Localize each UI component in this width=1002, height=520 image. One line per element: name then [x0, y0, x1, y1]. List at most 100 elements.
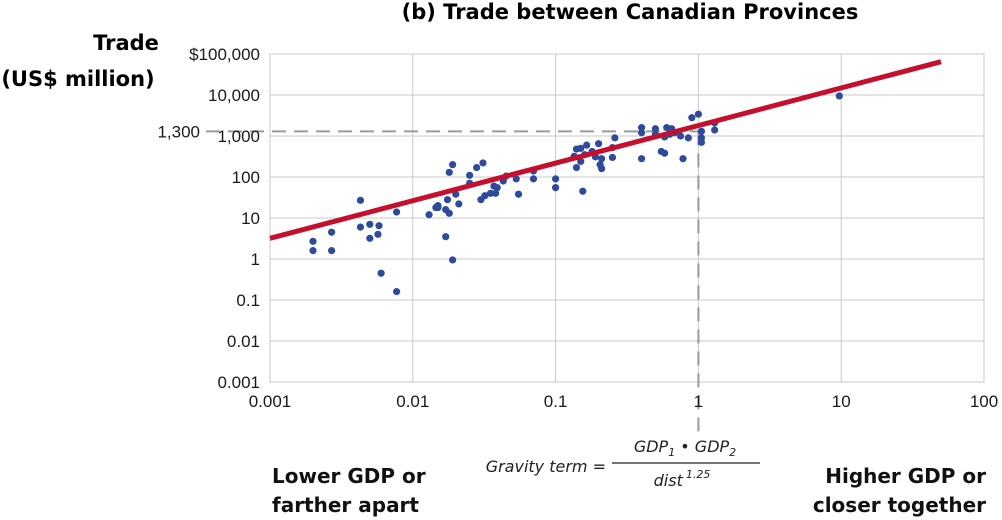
formula-den-exp: 1.25 [686, 468, 711, 481]
data-point [356, 196, 365, 204]
data-point [481, 192, 489, 200]
data-point [356, 223, 365, 231]
data-point [697, 127, 706, 135]
gravity-formula: Gravity term = GDP1 • GDP2 dist 1.25 [486, 437, 760, 490]
data-point [579, 187, 587, 195]
data-point [434, 202, 442, 210]
x-tick-label: 0.001 [249, 392, 292, 411]
data-point [309, 237, 317, 245]
formula-num-sub-b: 2 [729, 446, 736, 459]
data-point [473, 163, 481, 172]
formula-numerator: GDP1 • GDP2 [634, 437, 736, 459]
vertical-gridlines [269, 54, 985, 382]
scatter-points [309, 92, 843, 296]
data-point [445, 209, 453, 217]
formula-den-dist: dist [654, 471, 684, 490]
data-point [466, 171, 474, 179]
data-point [486, 189, 495, 197]
data-point [552, 184, 560, 192]
y-tick-labels: 0.001 0.01 0.1 1 10 100 1,000 10,000 $100,000 [189, 45, 260, 392]
data-point [327, 228, 336, 236]
data-point [598, 165, 606, 173]
data-point [572, 163, 581, 172]
data-point [442, 233, 450, 241]
data-point [392, 288, 401, 296]
formula-num-gdp-b: • GDP [675, 437, 729, 456]
formula-num-sub-a: 1 [668, 446, 675, 459]
horizontal-gridlines [270, 53, 984, 383]
data-point [594, 140, 603, 148]
y-axis-label-line1: Trade [93, 31, 159, 55]
corner-left-line2: farther apart [272, 493, 419, 517]
data-point [637, 155, 646, 163]
data-point [309, 247, 317, 255]
x-tick-label: 100 [970, 392, 998, 411]
reference-lines [206, 130, 700, 438]
data-point [676, 132, 685, 140]
x-tick-label: 0.1 [544, 392, 568, 411]
data-point [479, 159, 487, 167]
y-tick-label: 0.1 [236, 291, 260, 310]
formula-denominator: dist 1.25 [654, 468, 711, 490]
y-tick-label: 10,000 [208, 86, 260, 105]
data-point [835, 92, 843, 100]
x-tick-label: 1 [694, 392, 703, 411]
data-point [512, 175, 520, 183]
corner-right-line1: Higher GDP or [825, 464, 986, 488]
y-tick-label: 0.001 [217, 373, 260, 392]
y-axis-label-line2: (US$ million) [1, 67, 154, 91]
data-point [375, 222, 383, 230]
data-point [694, 110, 703, 118]
data-point [455, 200, 463, 208]
data-point [552, 175, 560, 183]
x-tick-label: 0.01 [396, 392, 429, 411]
reference-y-label: 1,300 [157, 122, 200, 141]
y-tick-label: 1 [251, 250, 260, 269]
data-point [637, 124, 646, 132]
y-tick-label: 1,000 [217, 127, 260, 146]
data-point [711, 126, 719, 134]
y-tick-label: 0.01 [227, 332, 260, 351]
data-point [611, 134, 619, 142]
x-tick-label: 10 [832, 392, 851, 411]
chart-title: (b) Trade between Canadian Provinces [402, 0, 859, 24]
data-point [491, 189, 500, 197]
y-tick-label: $100,000 [189, 45, 260, 64]
data-point [679, 155, 687, 163]
data-point [661, 149, 669, 157]
data-point [366, 220, 374, 228]
formula-num-gdp-a: GDP [634, 437, 669, 456]
data-point [598, 155, 606, 163]
data-point [577, 157, 585, 166]
corner-right-line2: closer together [813, 493, 986, 517]
data-point [425, 211, 433, 219]
data-point [529, 175, 538, 183]
x-tick-labels: 0.001 0.01 0.1 1 10 100 [249, 392, 998, 411]
data-point [327, 247, 336, 255]
data-point [697, 134, 706, 142]
data-point [608, 153, 617, 162]
data-point [583, 141, 591, 149]
plot-area [206, 53, 985, 438]
formula-lhs: Gravity term = [486, 457, 606, 476]
data-point [449, 161, 457, 169]
data-point [445, 168, 453, 176]
data-point [449, 256, 457, 264]
data-point [684, 134, 692, 142]
data-point [493, 184, 501, 192]
data-point [377, 269, 385, 277]
data-point [514, 190, 523, 198]
data-point [374, 230, 382, 238]
trend-line [269, 59, 942, 241]
data-point [688, 114, 696, 122]
y-tick-label: 100 [232, 168, 260, 187]
y-tick-label: 10 [241, 209, 260, 228]
data-point [443, 196, 452, 204]
data-point [392, 208, 401, 216]
corner-left-line1: Lower GDP or [272, 464, 426, 488]
data-point [637, 129, 646, 137]
data-point [577, 144, 585, 152]
data-point [366, 234, 374, 242]
data-point [651, 125, 660, 133]
